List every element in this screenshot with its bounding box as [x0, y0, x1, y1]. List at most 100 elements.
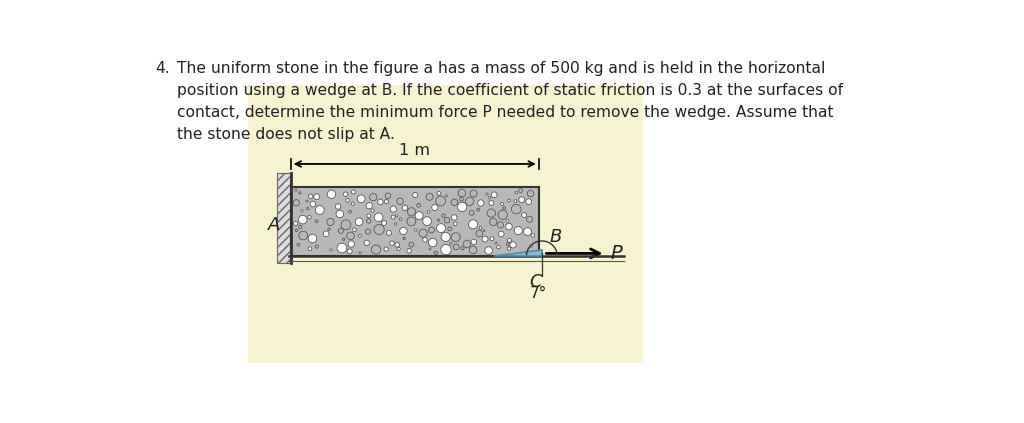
Circle shape [384, 247, 388, 251]
Circle shape [346, 198, 349, 202]
Circle shape [417, 203, 421, 207]
Circle shape [436, 224, 445, 233]
Circle shape [530, 245, 532, 247]
Circle shape [488, 196, 490, 199]
Circle shape [299, 225, 302, 228]
Text: The uniform stone in the figure a has a mass of 500 kg and is held in the horizo: The uniform stone in the figure a has a … [177, 61, 825, 76]
Circle shape [514, 200, 517, 202]
Circle shape [378, 199, 383, 205]
Text: C: C [529, 273, 542, 291]
Circle shape [402, 205, 408, 211]
Circle shape [527, 251, 529, 253]
Circle shape [501, 203, 504, 206]
Circle shape [450, 242, 452, 244]
Circle shape [313, 194, 319, 200]
Circle shape [409, 242, 414, 247]
Circle shape [426, 193, 433, 200]
Circle shape [452, 199, 458, 206]
Circle shape [367, 219, 371, 223]
Circle shape [460, 198, 464, 201]
Circle shape [429, 248, 431, 250]
Circle shape [458, 202, 467, 212]
Circle shape [463, 240, 471, 248]
Circle shape [503, 206, 506, 209]
Circle shape [525, 199, 531, 204]
Text: position using a wedge at B. If the coefficient of static friction is 0.3 at the: position using a wedge at B. If the coef… [177, 83, 843, 98]
Circle shape [308, 194, 312, 198]
Circle shape [428, 238, 437, 247]
Circle shape [308, 215, 311, 219]
Circle shape [487, 209, 496, 217]
Circle shape [454, 222, 457, 225]
Circle shape [461, 247, 464, 250]
Circle shape [338, 228, 343, 233]
Circle shape [489, 218, 497, 225]
Circle shape [452, 233, 460, 242]
Bar [248, 85, 643, 363]
Circle shape [465, 197, 474, 206]
Circle shape [519, 189, 522, 192]
Circle shape [343, 192, 348, 197]
Circle shape [390, 241, 394, 245]
Circle shape [390, 206, 396, 212]
Circle shape [382, 221, 387, 225]
Circle shape [492, 192, 497, 198]
Circle shape [293, 200, 299, 206]
Circle shape [434, 251, 437, 255]
Circle shape [444, 217, 450, 223]
Text: 7°: 7° [530, 286, 548, 301]
Circle shape [372, 245, 381, 254]
Circle shape [294, 221, 298, 225]
Circle shape [447, 227, 452, 231]
Circle shape [445, 195, 447, 197]
Circle shape [366, 203, 373, 209]
Circle shape [384, 200, 388, 204]
Circle shape [297, 243, 300, 246]
Circle shape [485, 193, 488, 195]
Circle shape [351, 190, 355, 194]
Circle shape [454, 244, 459, 250]
Circle shape [498, 210, 507, 220]
Circle shape [335, 204, 341, 209]
Circle shape [498, 222, 504, 228]
Circle shape [423, 238, 427, 242]
Circle shape [328, 228, 330, 230]
Circle shape [441, 214, 445, 217]
Text: the stone does not slip at A.: the stone does not slip at A. [177, 126, 394, 142]
Circle shape [395, 215, 397, 217]
Circle shape [408, 208, 416, 216]
Circle shape [315, 245, 318, 248]
Circle shape [476, 230, 482, 237]
Circle shape [499, 231, 504, 237]
Circle shape [336, 210, 344, 218]
Circle shape [510, 242, 516, 248]
Circle shape [330, 249, 333, 251]
Circle shape [295, 189, 297, 191]
Circle shape [437, 219, 439, 221]
Circle shape [415, 212, 423, 220]
Circle shape [357, 195, 366, 203]
Circle shape [351, 202, 354, 205]
Circle shape [419, 229, 427, 237]
Circle shape [374, 225, 384, 235]
Polygon shape [494, 250, 542, 256]
Circle shape [402, 237, 406, 240]
Circle shape [359, 252, 361, 254]
Circle shape [523, 228, 531, 236]
Circle shape [531, 234, 535, 237]
Circle shape [310, 201, 315, 207]
Circle shape [479, 226, 482, 229]
Circle shape [508, 199, 510, 202]
Circle shape [484, 247, 493, 254]
Circle shape [385, 193, 391, 198]
Circle shape [328, 190, 336, 198]
Circle shape [470, 190, 477, 197]
Circle shape [407, 217, 416, 226]
Text: A: A [267, 216, 280, 234]
Circle shape [427, 210, 430, 213]
Circle shape [469, 220, 477, 229]
Circle shape [365, 240, 370, 245]
Circle shape [337, 243, 347, 253]
Circle shape [399, 227, 408, 235]
Circle shape [315, 206, 325, 214]
